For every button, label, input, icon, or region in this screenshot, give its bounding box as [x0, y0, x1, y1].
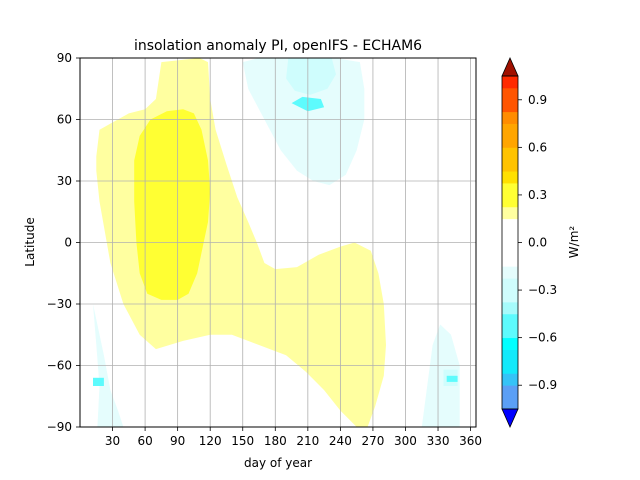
x-tick-label: 150: [231, 434, 254, 448]
colorbar-tick-label: 0.6: [528, 140, 547, 154]
colorbar-tick-label: 0.3: [528, 188, 547, 202]
y-tick-label: 30: [57, 174, 72, 188]
x-axis: 30 60 90 120 150 180 210 240 270 300 330 360: [105, 427, 482, 448]
x-tick-label: 360: [459, 434, 482, 448]
colorbar-level-1: [502, 373, 518, 386]
y-tick-label: −90: [47, 420, 72, 434]
anomaly-region-3: [286, 58, 336, 95]
x-tick-label: 300: [394, 434, 417, 448]
colorbar-level-8: [502, 218, 518, 267]
x-tick-label: 330: [427, 434, 450, 448]
colorbar: −0.9 −0.6 −0.3 0.0 0.3 0.6 0.9: [501, 57, 557, 428]
anomaly-region-6: [421, 324, 460, 427]
y-tick-label: −60: [47, 359, 72, 373]
colorbar-level-4: [502, 313, 518, 339]
colorbar-tick-label: −0.6: [528, 331, 557, 345]
x-tick-label: 30: [105, 434, 120, 448]
colorbar-extend-under: [501, 408, 519, 428]
colorbar-level-10: [502, 183, 518, 208]
plot-area: [79, 57, 477, 428]
x-tick-label: 60: [137, 434, 152, 448]
y-tick-label: 0: [64, 236, 72, 250]
colorbar-tick-label: −0.9: [528, 378, 557, 392]
x-tick-label: 270: [361, 434, 384, 448]
anomaly-region-8: [446, 375, 458, 382]
colorbar-level-11: [502, 171, 518, 184]
y-axis: −90 −60 −30 0 30 60 90: [47, 51, 80, 434]
anomaly-region-5: [93, 304, 124, 427]
anomaly-region-1: [134, 109, 211, 300]
colorbar-level-9: [502, 206, 518, 220]
colorbar-extend-over: [501, 57, 519, 77]
x-tick-label: 120: [199, 434, 222, 448]
y-tick-label: 90: [57, 51, 72, 65]
colorbar-level-14: [502, 111, 518, 124]
colorbar-level-7: [502, 266, 518, 279]
colorbar-label: W/m²: [567, 226, 581, 259]
colorbar-level-2: [502, 349, 518, 374]
colorbar-level-6: [502, 278, 518, 303]
anomaly-region-2: [242, 58, 365, 186]
x-tick-label: 240: [329, 434, 352, 448]
x-tick-label: 210: [296, 434, 319, 448]
colorbar-level-12: [502, 147, 518, 172]
x-tick-label: 90: [170, 434, 185, 448]
colorbar-level-13: [502, 123, 518, 148]
chart-title: insolation anomaly PI, openIFS - ECHAM6: [134, 38, 422, 54]
y-axis-label: Latitude: [23, 217, 37, 266]
colorbar-tick-label: 0.9: [528, 93, 547, 107]
colorbar-level-3: [502, 337, 518, 350]
anomaly-region-9: [93, 377, 104, 386]
colorbar-level-16: [502, 76, 518, 89]
x-axis-label: day of year: [244, 456, 312, 470]
grid-lines: [80, 57, 476, 428]
x-tick-label: 180: [264, 434, 287, 448]
y-tick-label: 60: [57, 113, 72, 127]
colorbar-tick-label: −0.3: [528, 283, 557, 297]
colorbar-level-0: [502, 385, 518, 410]
colorbar-level-5: [502, 301, 518, 315]
colorbar-level-15: [502, 87, 518, 113]
y-tick-label: −30: [47, 297, 72, 311]
colorbar-tick-label: 0.0: [528, 236, 547, 250]
